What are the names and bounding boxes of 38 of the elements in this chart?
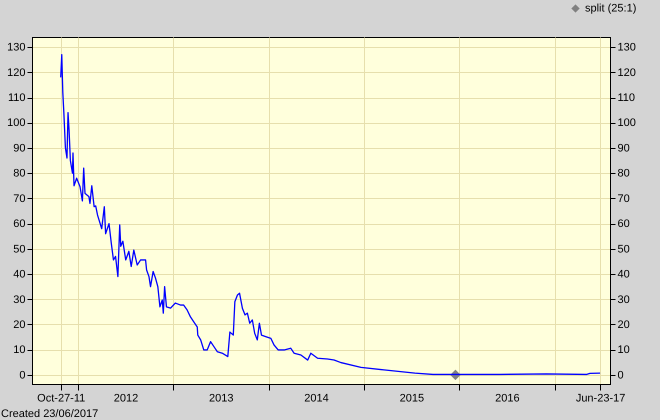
y-tick-label: 90 (13, 142, 26, 154)
y-tick-label: 120 (7, 66, 26, 79)
y-tick-label: 130 (7, 42, 26, 54)
y2-tick-label: 60 (618, 218, 630, 230)
y2-tick-label: 80 (618, 168, 630, 180)
x-tick-label: 2015 (400, 392, 424, 404)
y2-tick-label: 110 (618, 92, 636, 104)
x-tick-label: Jun-23-17 (576, 392, 626, 404)
legend-label: split (25:1) (585, 2, 636, 14)
y2-tick-label: 100 (618, 117, 636, 130)
y-tick-label: 0 (19, 369, 26, 382)
y-tick-label: 10 (13, 344, 26, 356)
y2-tick-label: 70 (618, 192, 630, 205)
x-tick-label: 2012 (114, 392, 138, 404)
x-tick-label: Oct-27-11 (37, 392, 86, 404)
y2-tick-label: 50 (618, 243, 630, 256)
x-tick-label: 2013 (209, 392, 234, 404)
y2-tick-label: 40 (618, 268, 630, 281)
line-series (60, 54, 601, 376)
y-tick-label: 20 (13, 318, 26, 331)
y-tick-label: 70 (13, 192, 26, 205)
y2-tick-label: 130 (618, 42, 636, 54)
x-tick-label: 2014 (304, 392, 329, 404)
y2-tick-label: 120 (618, 66, 636, 79)
text: Created 23/06/2017 (1, 408, 98, 420)
y2-tick-label: 20 (618, 318, 630, 331)
y-tick-label: 80 (13, 168, 26, 180)
y2-tick-label: 30 (618, 294, 630, 306)
y2-tick-label: 0 (618, 369, 624, 382)
y-tick-label: 30 (13, 294, 26, 306)
y2-tick-label: 10 (618, 344, 630, 356)
y-tick-label: 110 (8, 92, 26, 104)
y-tick-label: 40 (13, 268, 26, 281)
x-tick-label: 2016 (495, 392, 520, 404)
y2-tick-label: 90 (618, 142, 630, 154)
y-tick-label: 50 (13, 243, 26, 256)
y-tick-label: 60 (13, 218, 26, 230)
y-tick-label: 100 (7, 117, 26, 130)
